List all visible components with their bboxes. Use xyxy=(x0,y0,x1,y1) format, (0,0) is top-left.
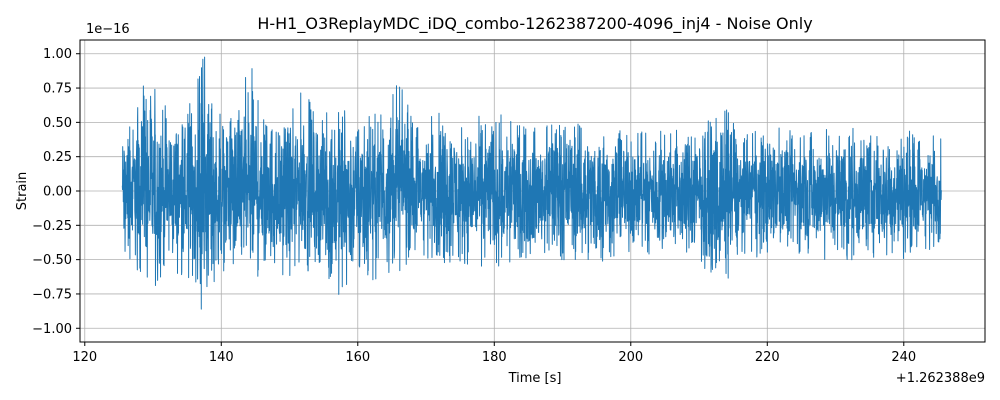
y-scale-label: 1e−16 xyxy=(86,22,130,37)
y-tick-label: −1.00 xyxy=(32,322,72,337)
x-tick-label: 140 xyxy=(209,350,234,365)
x-tick-label: 180 xyxy=(482,350,507,365)
chart-title: H-H1_O3ReplayMDC_iDQ_combo-1262387200-40… xyxy=(257,14,812,34)
x-offset-label: +1.262388e9 xyxy=(896,371,985,386)
y-tick-label: 0.25 xyxy=(43,150,72,165)
x-tick-label: 220 xyxy=(755,350,780,365)
y-tick-label: 1.00 xyxy=(43,47,72,62)
x-axis-label: Time [s] xyxy=(508,371,562,386)
y-axis-ticks: −1.00 −0.75 −0.50 −0.25 0.00 0.25 0.50 0.75 1.00 xyxy=(32,47,80,337)
y-tick-label: 0.50 xyxy=(43,116,72,131)
x-tick-label: 200 xyxy=(618,350,643,365)
x-tick-label: 240 xyxy=(891,350,916,365)
y-tick-label: 0.00 xyxy=(43,185,72,200)
y-tick-label: 0.75 xyxy=(43,82,72,97)
x-tick-label: 120 xyxy=(72,350,97,365)
strain-series-line xyxy=(121,56,942,310)
y-tick-label: −0.25 xyxy=(32,219,72,234)
y-axis-label: Strain xyxy=(15,172,30,211)
y-tick-label: −0.75 xyxy=(32,287,72,302)
x-tick-label: 160 xyxy=(345,350,370,365)
y-tick-label: −0.50 xyxy=(32,253,72,268)
x-axis-ticks: 120 140 160 180 200 220 240 xyxy=(72,342,916,365)
series-group xyxy=(121,56,942,310)
